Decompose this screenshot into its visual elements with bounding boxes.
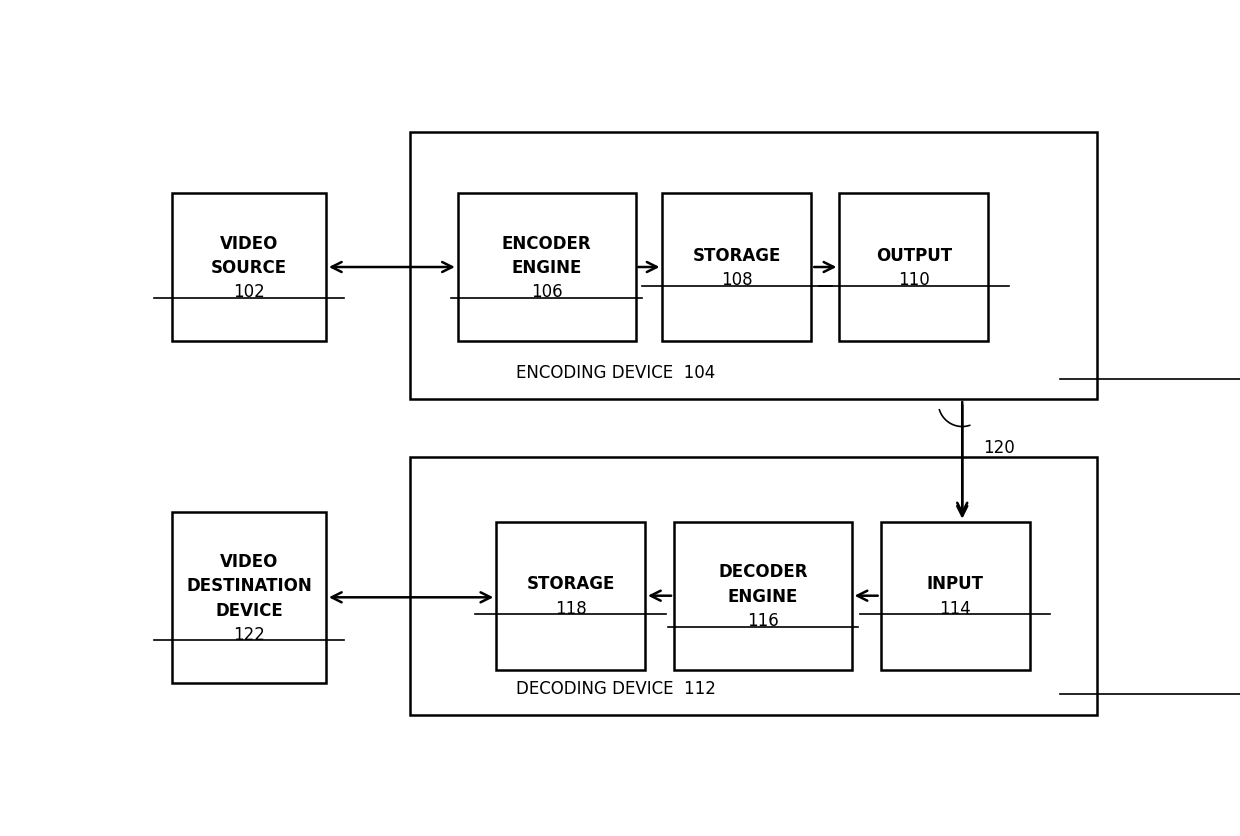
Text: OUTPUT: OUTPUT: [875, 247, 952, 264]
Text: 114: 114: [939, 599, 971, 617]
FancyBboxPatch shape: [675, 522, 852, 670]
Text: DEVICE: DEVICE: [216, 601, 283, 619]
Text: DECODER: DECODER: [718, 563, 807, 580]
Text: 110: 110: [898, 271, 930, 289]
FancyBboxPatch shape: [880, 522, 1029, 670]
Text: STORAGE: STORAGE: [693, 247, 781, 264]
Text: ENCODING DEVICE  104: ENCODING DEVICE 104: [516, 364, 715, 381]
Text: SOURCE: SOURCE: [211, 258, 288, 277]
Text: VIDEO: VIDEO: [219, 234, 278, 252]
Text: DECODING DEVICE  112: DECODING DEVICE 112: [516, 679, 715, 697]
Text: 108: 108: [722, 271, 753, 289]
Text: DESTINATION: DESTINATION: [186, 576, 312, 594]
Text: 122: 122: [233, 625, 265, 643]
FancyBboxPatch shape: [409, 457, 1096, 715]
Text: ENGINE: ENGINE: [511, 258, 582, 277]
Text: 106: 106: [531, 283, 563, 301]
FancyBboxPatch shape: [172, 512, 326, 683]
Text: STORAGE: STORAGE: [527, 575, 615, 593]
FancyBboxPatch shape: [839, 194, 988, 342]
Text: 102: 102: [233, 283, 265, 301]
Text: ENCODER: ENCODER: [502, 234, 591, 252]
Text: 118: 118: [554, 599, 587, 617]
Text: INPUT: INPUT: [926, 575, 983, 593]
Text: VIDEO: VIDEO: [219, 552, 278, 570]
FancyBboxPatch shape: [662, 194, 811, 342]
FancyBboxPatch shape: [172, 194, 326, 342]
FancyBboxPatch shape: [409, 132, 1096, 400]
Text: ENGINE: ENGINE: [728, 587, 799, 605]
Text: 120: 120: [983, 439, 1016, 457]
FancyBboxPatch shape: [458, 194, 635, 342]
Text: 116: 116: [746, 611, 779, 630]
FancyBboxPatch shape: [496, 522, 645, 670]
